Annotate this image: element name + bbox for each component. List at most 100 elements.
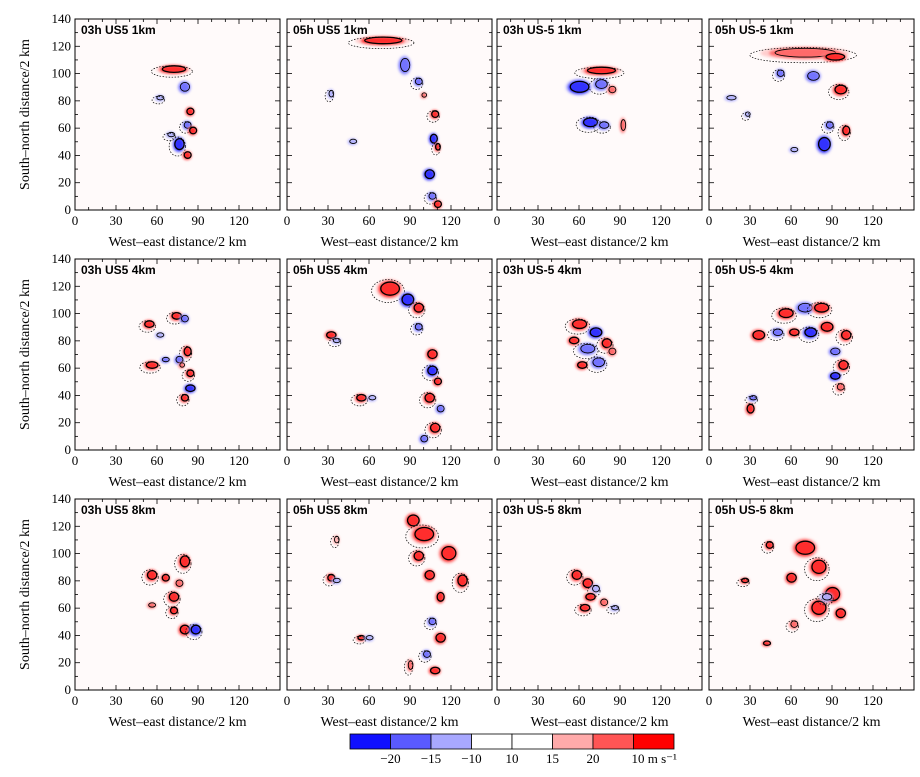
colorbar-label: 10 m s⁻¹ [632,751,678,766]
y-tick-label: 140 [52,491,72,506]
x-tick-label: 90 [192,693,205,708]
contour-solid [328,89,335,98]
x-tick-label: 90 [614,453,627,468]
contour-solid [582,578,594,589]
panel-background [75,259,280,450]
colorbar-swatch [592,733,634,750]
contour-dashed [749,47,857,64]
y-tick-label: 100 [52,546,72,561]
colorbar-swatch [633,733,675,750]
colorbar-label: −15 [421,751,441,766]
y-tick-label: 100 [52,66,72,81]
contour-dashed [168,136,186,157]
contour-solid [814,302,830,313]
contour-solid [433,200,443,209]
panel-11: 0 30 60 90 120 West–east distance/2 km 05h US-… [706,498,915,730]
contour-dashed [574,66,625,79]
panel-background [709,499,914,690]
contour-solid [620,119,627,131]
contour-solid [433,377,443,386]
contour-solid [820,321,834,332]
contour-dashed [139,361,161,374]
contour-dashed [410,323,424,336]
panel-label: 03h US5 4km [81,263,156,277]
contour-solid [746,403,755,414]
contour-dashed [165,606,179,619]
contour-solid [772,328,784,336]
contour-dashed [596,337,614,354]
x-tick-label: 30 [532,213,545,228]
y-tick-label: 140 [52,11,72,26]
colorbar-label: −10 [461,751,481,766]
contour-solid [185,384,196,393]
contour-dashed [418,650,432,663]
panel-background [75,19,280,210]
contour-dashed [798,326,820,343]
y-tick-label: 0 [65,442,72,457]
contour-solid [571,319,588,330]
x-tick-label: 120 [863,693,883,708]
x-tick-label: 120 [863,213,883,228]
contour-dashed [348,36,415,49]
x-tick-label: 30 [322,213,335,228]
contour-dashed [421,364,439,381]
y-axis-label: South–north distance/2 km [18,39,33,190]
contour-dashed [741,112,751,121]
contour-solid [326,331,337,339]
panel-background [709,259,914,450]
panel-field [724,46,857,155]
panel-8: 0 30 60 90 120 West–east distance/2 km 0 20 40 60… [18,491,281,730]
contour-dashed [328,338,342,348]
x-tick-label: 60 [151,213,164,228]
contour-dashed [606,605,620,615]
y-tick-label: 100 [52,306,72,321]
contour-dashed [821,121,835,134]
x-axis-label: West–east distance/2 km [320,715,458,730]
x-tick-label: 120 [229,693,249,708]
contour-dashed [804,598,830,622]
contour-solid [161,356,170,363]
contour-solid [180,314,189,323]
contour-dashed [408,550,426,567]
contour-solid [424,169,436,180]
contour-solid [427,365,438,376]
contour-dashed [405,524,439,549]
y-axis-label: South–north distance/2 km [18,279,33,430]
y-tick-label: 40 [58,147,71,162]
contour-dashed [324,89,334,103]
panel-label: 03h US5 1km [81,23,156,37]
x-tick-label: 90 [614,213,627,228]
y-tick-label: 60 [58,360,71,375]
contour-solid [577,361,588,369]
contour-solid [840,329,852,341]
x-tick-label: 0 [494,453,501,468]
x-tick-label: 0 [494,693,501,708]
contour-dashed [832,383,846,396]
panel-7: 0 30 60 90 120 West–east distance/2 km 05h US-… [706,258,915,490]
panel-field [744,301,853,416]
x-tick-label: 90 [614,693,627,708]
x-tick-label: 60 [151,693,164,708]
contour-dashed [772,69,786,82]
panel-label: 05h US5 1km [293,23,368,37]
panel-label: 05h US5 4km [293,263,368,277]
contour-solid [429,133,438,144]
colorbar-swatch [390,733,432,750]
contour-solid [580,343,596,354]
contour-dashed [832,359,850,376]
contour-solid [424,392,436,403]
contour-solid [435,632,446,643]
x-tick-label: 0 [706,213,713,228]
contour-solid [786,572,797,583]
x-tick-label: 30 [110,213,123,228]
contour-dashed [151,95,165,105]
contour-solid [356,393,367,402]
contour-solid [817,136,831,152]
contour-solid [571,569,583,581]
x-tick-label: 0 [706,693,713,708]
x-tick-label: 60 [573,453,586,468]
x-axis-label: West–east distance/2 km [108,715,246,730]
panel-label: 03h US-5 4km [503,263,582,277]
x-tick-label: 120 [651,693,671,708]
contour-solid [148,602,157,608]
